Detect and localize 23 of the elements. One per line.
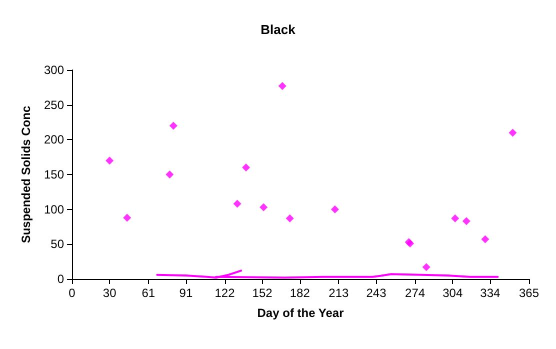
x-tick-label: 304: [442, 286, 463, 300]
chart-title: Black: [260, 22, 296, 37]
x-tick-label: 334: [480, 286, 501, 300]
x-tick-label: 30: [102, 286, 117, 300]
y-axis-title: Suspended Solids Conc: [19, 106, 33, 244]
x-tick-label: 91: [179, 286, 193, 300]
y-tick-label: 100: [44, 202, 64, 216]
x-tick-label: 213: [328, 286, 350, 300]
y-tick-label: 150: [44, 168, 64, 182]
x-tick-label: 61: [142, 286, 156, 300]
y-tick-label: 250: [44, 98, 64, 112]
x-tick-label: 274: [405, 286, 426, 300]
y-tick-label: 50: [50, 237, 64, 252]
y-tick-label: 200: [44, 132, 64, 147]
y-tick-label: 0: [57, 272, 64, 286]
x-tick-label: 182: [290, 286, 310, 300]
x-axis-title: Day of the Year: [257, 306, 344, 320]
x-tick-label: 122: [214, 286, 236, 300]
x-tick-label: 365: [518, 286, 540, 300]
y-tick-label: 300: [44, 63, 64, 77]
x-tick-label: 0: [68, 286, 76, 300]
x-tick-label: 152: [252, 286, 273, 300]
x-tick-label: 243: [366, 286, 387, 300]
